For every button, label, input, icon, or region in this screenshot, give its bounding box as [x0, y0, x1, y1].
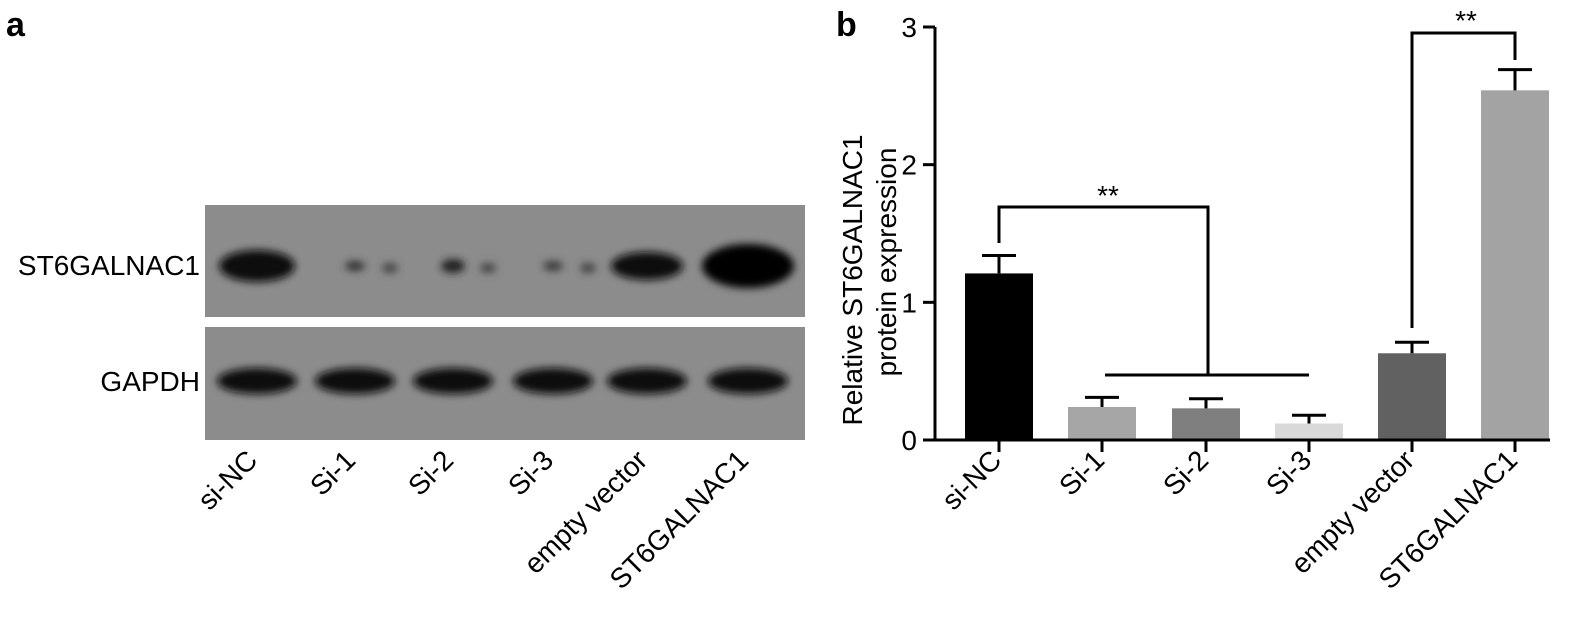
significance-bracket	[1410, 31, 1517, 328]
bar	[1172, 408, 1240, 440]
x-tick-label: Si-2	[1157, 444, 1214, 501]
error-bar	[1395, 340, 1429, 354]
blot-band	[413, 368, 493, 394]
error-bar	[1189, 397, 1223, 409]
x-tick-label: si-NC	[936, 444, 1007, 515]
blot-band	[441, 259, 465, 273]
lane-label: Si-1	[304, 444, 361, 501]
blot-band	[382, 263, 398, 273]
bar	[1481, 90, 1549, 441]
panel-label: b	[836, 6, 857, 44]
bar	[1275, 423, 1343, 440]
blot-band	[315, 368, 395, 394]
panel-label: a	[6, 6, 26, 44]
y-tick-label: 0	[901, 425, 917, 456]
bar	[965, 273, 1033, 440]
lane-label: Si-2	[402, 444, 459, 501]
blot-band	[702, 244, 794, 288]
error-bar	[1498, 68, 1532, 91]
y-tick-label: 1	[901, 287, 917, 318]
bar-chart: 0 1 2 3 Relative ST6GALNAC1 protein expressio…	[837, 5, 1550, 595]
significance-label: **	[1455, 5, 1477, 36]
x-tick-label: Si-3	[1260, 444, 1317, 501]
x-tick-label: Si-1	[1053, 444, 1110, 501]
bar	[1378, 353, 1446, 440]
error-bar	[1292, 413, 1326, 424]
error-bar	[1085, 395, 1119, 407]
lane-label: si-NC	[192, 444, 263, 515]
blot-band	[219, 250, 295, 282]
y-axis-label: protein expression	[871, 148, 902, 377]
blot-band	[513, 368, 593, 394]
y-tick-label: 3	[901, 12, 917, 43]
row-label: ST6GALNAC1	[18, 250, 200, 281]
blot-band	[607, 368, 687, 394]
lane-label: Si-3	[502, 444, 559, 501]
blot-band	[580, 263, 596, 273]
y-tick-label: 2	[901, 150, 917, 181]
y-axis-label: Relative ST6GALNAC1	[837, 134, 868, 425]
significance-label: **	[1097, 180, 1119, 211]
blot-band	[345, 261, 365, 271]
significance-bracket	[997, 205, 1309, 377]
blot-band	[480, 263, 496, 273]
blot-band	[611, 252, 683, 280]
western-blot: ST6GALNAC1 GAPDH si-NC Si-1 Si-2 Si-3empty …	[18, 205, 805, 595]
blot-band	[217, 368, 297, 394]
bar	[1068, 406, 1136, 440]
blot-membrane	[205, 327, 805, 440]
blot-band	[708, 368, 788, 394]
error-bar	[982, 254, 1016, 274]
row-label: GAPDH	[100, 366, 200, 397]
blot-band	[543, 261, 563, 271]
